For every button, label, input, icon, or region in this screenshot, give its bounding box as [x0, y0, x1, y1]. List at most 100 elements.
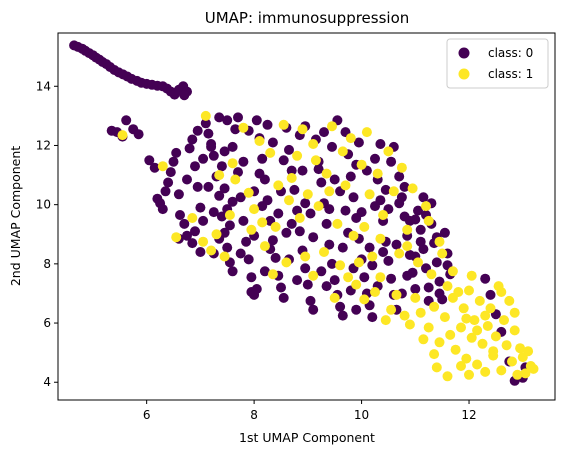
data-point-class-1 [171, 232, 182, 243]
legend-marker-class-1 [458, 68, 470, 80]
data-point-class-0 [198, 153, 209, 164]
data-point-class-1 [267, 269, 278, 280]
data-point-class-1 [423, 322, 434, 333]
data-point-class-0 [208, 207, 219, 218]
data-point-class-1 [442, 281, 453, 292]
data-point-class-0 [192, 181, 203, 192]
data-point-class-0 [284, 144, 294, 155]
data-point-class-0 [394, 198, 405, 209]
data-point-class-0 [480, 273, 491, 284]
data-point-class-1 [445, 329, 456, 340]
data-point-class-0 [259, 266, 270, 277]
data-point-class-1 [466, 270, 477, 281]
data-point-class-0 [278, 155, 289, 166]
data-point-class-0 [200, 118, 211, 129]
data-point-class-1 [270, 221, 281, 232]
data-point-class-0 [305, 295, 316, 306]
data-point-class-0 [230, 124, 241, 135]
data-point-class-1 [375, 272, 386, 283]
x-axis: 6 8 10 12 [143, 400, 477, 422]
data-point-class-0 [415, 236, 426, 247]
data-point-class-0 [308, 232, 319, 243]
y-tick-label: 8 [43, 257, 51, 271]
data-point-class-0 [238, 215, 249, 226]
data-point-class-0 [227, 266, 238, 277]
data-point-class-1 [243, 187, 254, 198]
data-point-class-1 [380, 315, 391, 326]
data-point-class-0 [321, 218, 332, 229]
data-point-class-0 [356, 207, 367, 218]
data-point-class-0 [413, 205, 423, 216]
data-point-class-0 [270, 252, 281, 263]
data-point-class-1 [461, 313, 472, 324]
data-point-class-1 [509, 307, 520, 318]
data-point-class-0 [163, 177, 174, 188]
data-point-class-0 [305, 208, 316, 219]
data-point-class-1 [329, 292, 340, 303]
data-point-class-0 [206, 141, 217, 152]
data-point-class-0 [235, 248, 246, 259]
data-point-class-1 [464, 285, 474, 296]
data-point-class-0 [319, 127, 329, 138]
data-point-class-0 [423, 282, 434, 293]
data-point-class-0 [246, 272, 257, 283]
y-axis: 4 6 8 10 12 14 [36, 79, 58, 389]
data-point-class-1 [396, 162, 407, 173]
data-point-class-1 [348, 230, 359, 241]
x-tick-label: 10 [354, 408, 369, 422]
data-point-class-1 [265, 147, 276, 158]
data-point-class-1 [367, 251, 378, 262]
data-point-class-0 [289, 184, 300, 195]
data-point-class-1 [227, 158, 238, 169]
data-point-class-0 [402, 270, 413, 281]
data-point-class-0 [399, 181, 410, 192]
data-point-class-1 [308, 139, 319, 149]
data-point-class-0 [227, 196, 238, 207]
data-point-class-0 [227, 141, 238, 152]
data-point-class-1 [327, 121, 337, 132]
data-point-class-0 [340, 205, 351, 216]
data-point-class-1 [198, 236, 209, 247]
data-point-class-1 [429, 349, 440, 360]
data-point-class-0 [187, 134, 198, 145]
data-point-class-1 [388, 186, 399, 197]
data-point-class-0 [337, 242, 348, 253]
data-point-class-0 [327, 258, 337, 269]
data-point-class-0 [214, 112, 225, 123]
data-point-class-1 [472, 359, 483, 370]
data-point-class-0 [313, 164, 324, 175]
data-point-class-0 [257, 201, 268, 212]
data-point-class-0 [439, 227, 450, 238]
data-point-class-1 [375, 233, 386, 244]
data-point-class-0 [254, 168, 265, 179]
data-point-class-1 [477, 338, 488, 349]
data-point-class-1 [496, 365, 507, 376]
data-point-class-1 [501, 340, 512, 351]
data-point-class-0 [195, 202, 206, 213]
data-point-class-0 [383, 255, 394, 266]
data-point-class-1 [378, 210, 389, 220]
data-point-class-1 [434, 236, 445, 247]
data-point-class-0 [222, 242, 233, 253]
data-point-class-1 [273, 180, 284, 191]
data-point-class-0 [348, 192, 359, 203]
data-point-class-1 [308, 270, 319, 281]
data-point-class-0 [286, 165, 297, 176]
data-point-class-1 [332, 218, 343, 229]
data-point-class-1 [364, 189, 375, 200]
data-point-class-0 [434, 288, 445, 299]
data-point-class-1 [485, 303, 496, 314]
data-point-class-1 [426, 269, 437, 280]
data-point-class-1 [319, 247, 329, 257]
data-point-class-1 [313, 201, 324, 212]
y-tick-label: 14 [36, 79, 51, 93]
data-point-class-0 [257, 153, 268, 164]
data-point-class-0 [241, 236, 252, 247]
data-point-class-0 [187, 238, 198, 249]
data-point-class-0 [175, 210, 185, 220]
data-point-class-1 [496, 287, 507, 297]
data-point-class-1 [402, 241, 413, 252]
data-point-class-0 [327, 141, 337, 152]
data-point-class-0 [216, 161, 227, 172]
data-point-class-0 [359, 272, 370, 283]
